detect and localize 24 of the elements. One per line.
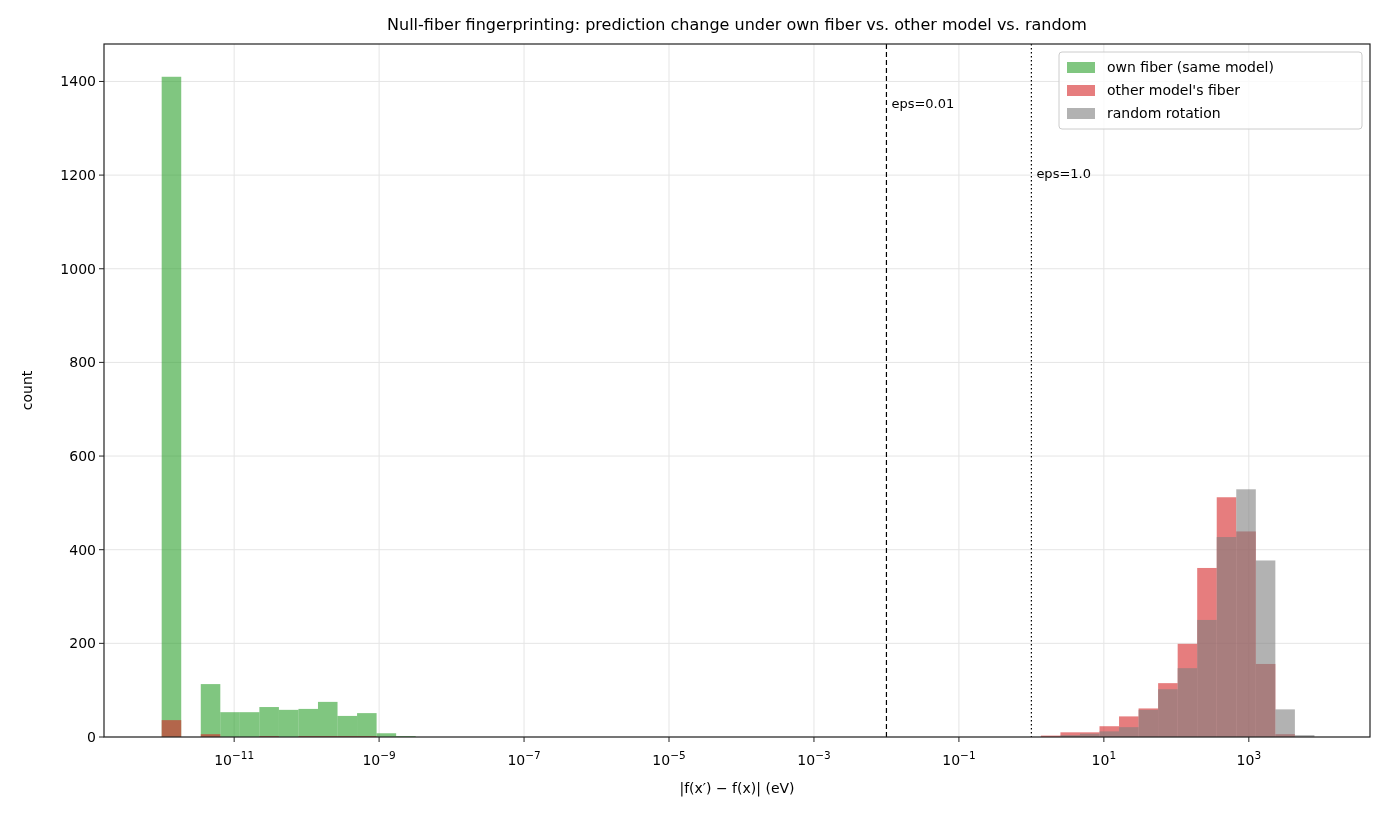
x-tick-label: 10$^{−1}$ — [942, 749, 976, 768]
y-tick-label: 1000 — [60, 260, 96, 277]
ref-line-label: eps=1.0 — [1036, 165, 1091, 181]
x-tick-label: 10$^{−5}$ — [652, 749, 686, 768]
legend-label: own fiber (same model) — [1107, 59, 1274, 75]
x-axis-title: |f(x′) − f(x)| (eV) — [679, 780, 795, 797]
x-tick-label: 10$^{3}$ — [1236, 749, 1262, 768]
y-tick-label: 200 — [69, 635, 96, 652]
chart-title: Null-fiber fingerprinting: prediction change under own fiber vs. other model vs. random — [387, 15, 1087, 34]
x-tick-label: 10$^{−9}$ — [362, 749, 396, 768]
legend-label: other model's fiber — [1107, 82, 1241, 98]
y-tick-label: 0 — [87, 728, 96, 745]
x-tick-label: 10$^{1}$ — [1091, 749, 1117, 768]
x-tick-label: 10$^{−11}$ — [214, 749, 255, 768]
y-tick-label: 1200 — [60, 167, 96, 184]
x-tick-label: 10$^{−7}$ — [507, 749, 541, 768]
y-tick-label: 400 — [69, 541, 96, 558]
y-tick-label: 600 — [69, 447, 96, 464]
y-tick-label: 1400 — [60, 73, 96, 90]
y-tick-label: 800 — [69, 354, 96, 371]
y-axis-title: count — [19, 370, 35, 411]
legend-label: random rotation — [1107, 105, 1221, 121]
ref-line-label: eps=0.01 — [891, 96, 955, 112]
x-tick-label: 10$^{−3}$ — [797, 749, 831, 768]
